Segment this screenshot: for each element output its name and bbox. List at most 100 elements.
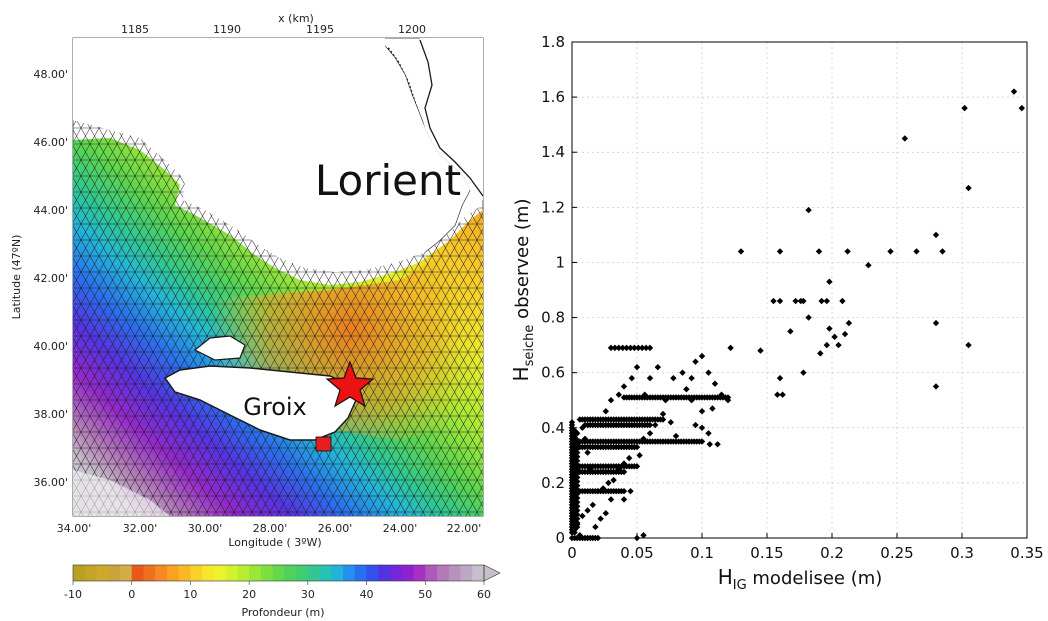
- colorbar-cell: [413, 565, 426, 581]
- y-tick-label: 1.8: [541, 33, 565, 51]
- colorbar-cell: [448, 565, 462, 581]
- lon-tick: 24.00': [383, 522, 418, 535]
- data-point: [672, 432, 680, 440]
- lon-tick: 30.00': [188, 522, 223, 535]
- data-point: [800, 297, 807, 305]
- data-point: [932, 231, 940, 239]
- data-point: [636, 452, 643, 459]
- data-point: [579, 512, 586, 520]
- data-point: [620, 383, 628, 390]
- lat-tick: 46.00': [33, 136, 68, 149]
- data-point: [1010, 88, 1018, 95]
- colorbar-cell: [108, 565, 121, 581]
- lat-tick: 42.00': [33, 272, 68, 285]
- data-point: [659, 416, 667, 423]
- data-point: [620, 487, 628, 495]
- data-point: [683, 386, 690, 393]
- data-point: [646, 421, 654, 429]
- data-point: [688, 374, 695, 382]
- data-point: [800, 369, 807, 376]
- data-point: [571, 513, 578, 520]
- land-top-right: [420, 38, 483, 200]
- bathymetry-map-figure: x (km) 1185 1190 1195 1200 Lorient Groix…: [10, 12, 500, 619]
- data-point: [698, 408, 706, 415]
- data-point: [774, 391, 781, 398]
- latitude-ticks: 48.00' 46.00' 44.00' 42.00' 40.00' 38.00…: [33, 68, 68, 489]
- colorbar-label: Profondeur (m): [241, 606, 324, 619]
- lat-tick: 36.00': [33, 476, 68, 489]
- data-point: [835, 341, 842, 349]
- data-point: [817, 350, 824, 357]
- data-point: [646, 374, 654, 382]
- coastline-right: [419, 39, 483, 197]
- data-point: [692, 358, 699, 365]
- data-point: [607, 397, 615, 404]
- shoal-island: [193, 335, 246, 361]
- data-point: [574, 515, 581, 522]
- data-point: [901, 135, 908, 142]
- data-point: [627, 344, 634, 352]
- data-point: [887, 248, 894, 255]
- data-point: [965, 184, 972, 192]
- data-point: [640, 435, 647, 442]
- data-point: [839, 297, 846, 305]
- colorbar-cell: [472, 565, 485, 581]
- y-tick-label: 1.2: [541, 198, 565, 216]
- colorbar-tick-label: 30: [301, 588, 315, 601]
- longitude-axis-label: Longitude ( 3ºW): [228, 536, 321, 549]
- colorbar-tick-label: 60: [477, 588, 491, 601]
- data-point: [620, 496, 628, 503]
- groix-island: [163, 365, 357, 441]
- data-point: [692, 421, 699, 429]
- data-point: [633, 363, 641, 371]
- data-point: [705, 369, 712, 376]
- colorbar-cell: [249, 565, 262, 581]
- colorbar-cell: [390, 565, 403, 581]
- data-point: [610, 476, 617, 484]
- longitude-ticks: 34.00' 32.00' 30.00' 28.00' 26.00' 24.00…: [57, 522, 482, 535]
- data-point: [932, 319, 940, 327]
- x-km-tick-1190: 1190: [213, 23, 241, 36]
- colorbar-cell: [284, 565, 297, 581]
- y-tick-label: 0: [555, 529, 565, 547]
- data-point: [633, 443, 641, 451]
- x-axis-label: HIG modelisee (m): [718, 565, 883, 593]
- y-tick-label: 0.8: [541, 309, 565, 327]
- colorbar-cell: [319, 565, 332, 581]
- data-point: [965, 341, 972, 349]
- data-point: [705, 430, 712, 437]
- data-point: [805, 314, 812, 321]
- data-point: [646, 344, 654, 352]
- data-point: [597, 515, 604, 522]
- data-point: [620, 468, 628, 476]
- scatter-chart: 0 0.05 0.1 0.15 0.2 0.25 0.3 0.35 0 0.2 0.4 0.6 0.8 1…: [509, 33, 1044, 593]
- lon-tick: 26.00': [318, 522, 353, 535]
- colorbar-cell: [366, 565, 379, 581]
- colorbar-tick-label: 20: [242, 588, 256, 601]
- lon-tick: 22.00': [447, 522, 482, 535]
- y-axis-label: Hseiche observee (m): [509, 199, 537, 382]
- data-point: [826, 278, 833, 285]
- data-point: [831, 333, 838, 341]
- data-point: [667, 419, 674, 426]
- colorbar-cell: [155, 565, 168, 581]
- data-point: [709, 405, 716, 412]
- latitude-axis-label: Latitude (47ºN): [10, 235, 23, 320]
- data-point: [961, 104, 968, 112]
- data-point: [646, 430, 654, 437]
- data-point: [594, 534, 602, 542]
- data-point: [654, 363, 661, 371]
- lat-tick: 44.00': [33, 204, 68, 217]
- data-point: [706, 441, 713, 448]
- colorbar-cell: [460, 565, 473, 581]
- x-tick-label: 0.15: [750, 544, 783, 562]
- x-km-axis-title: x (km): [278, 12, 314, 25]
- colorbar-cell: [307, 565, 321, 581]
- x-tick-label: 0.1: [690, 544, 714, 562]
- data-point: [1018, 104, 1025, 112]
- x-tick-label: 0.05: [620, 544, 653, 562]
- colorbar-cell: [437, 565, 450, 581]
- data-point: [584, 449, 591, 456]
- colorbar-cell: [213, 565, 227, 581]
- lon-tick: 34.00': [57, 522, 92, 535]
